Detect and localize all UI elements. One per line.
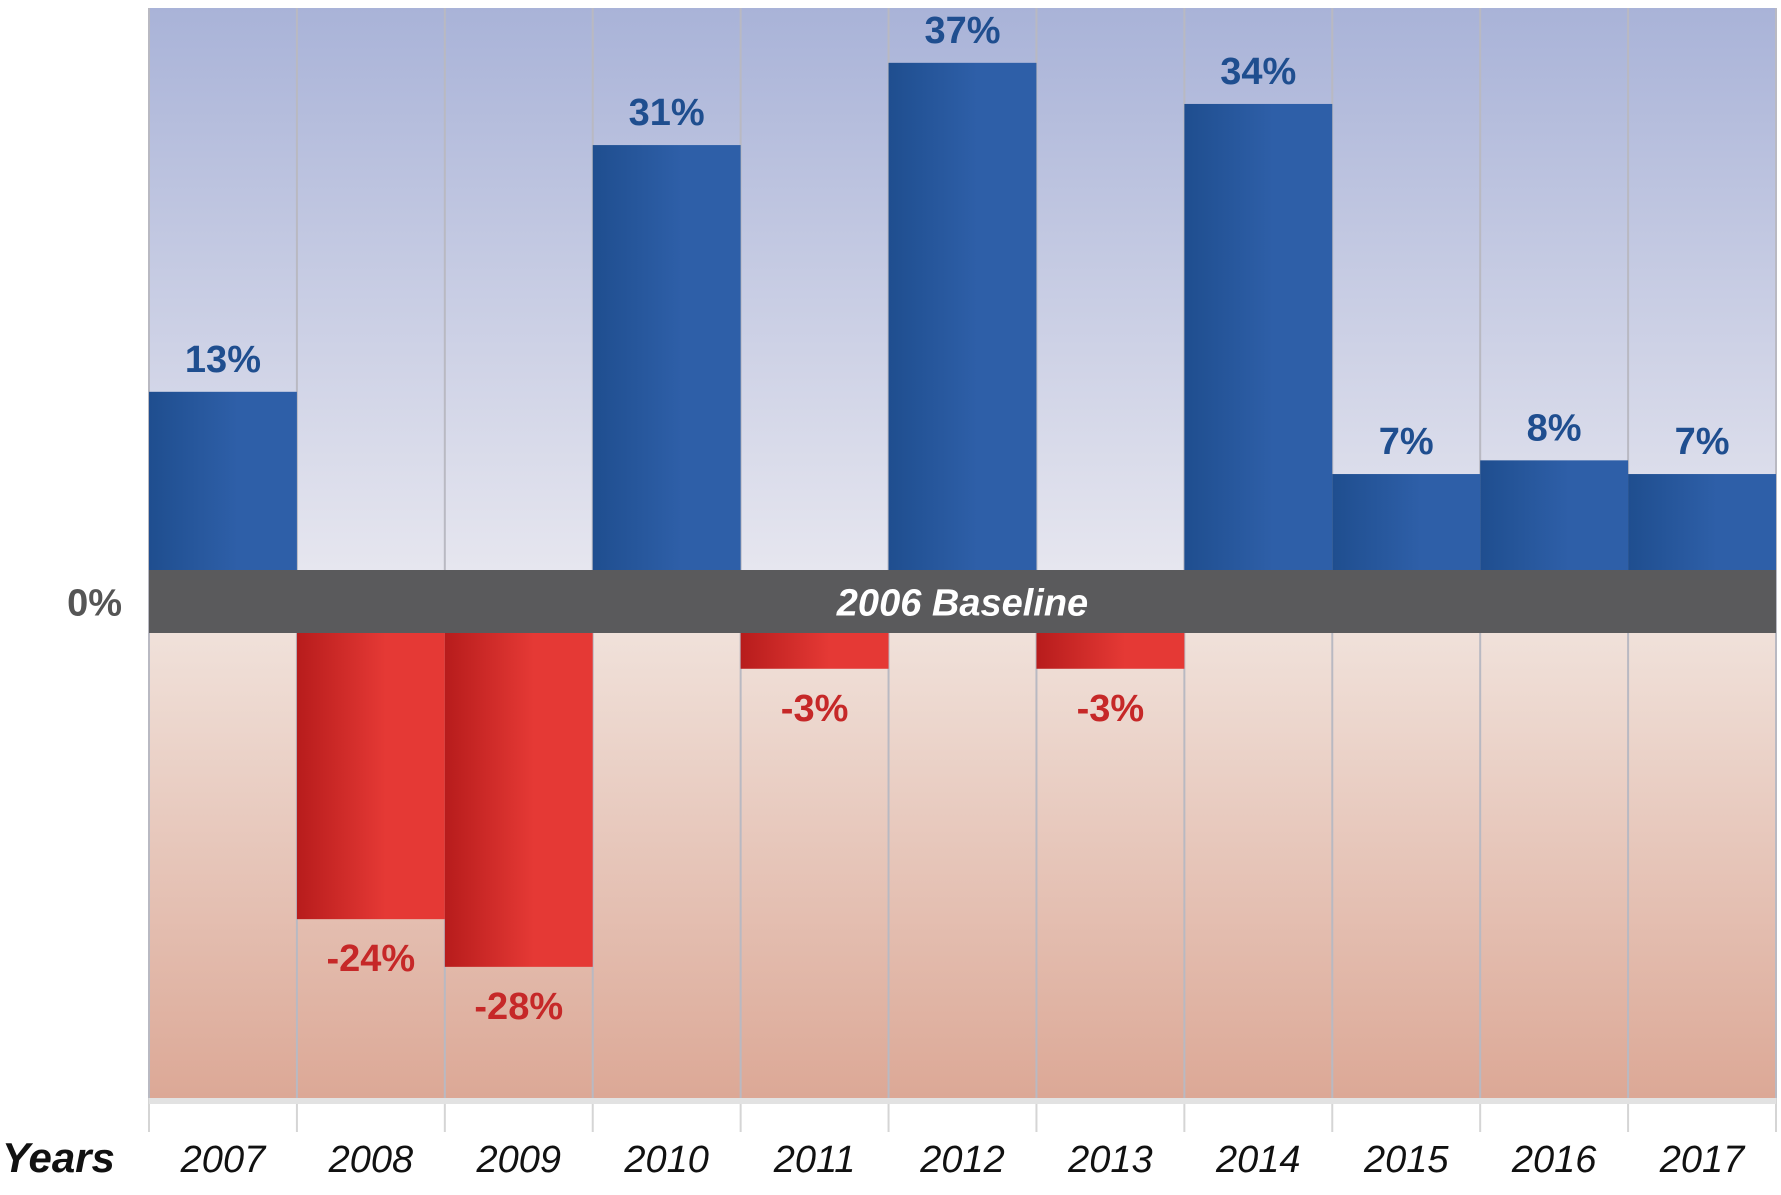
x-tick-label-2010: 2010 xyxy=(623,1139,709,1181)
x-tick-label-2017: 2017 xyxy=(1659,1139,1746,1181)
value-label-2013: -3% xyxy=(1077,688,1145,730)
value-label-2012: 37% xyxy=(924,10,1000,52)
bar-2010 xyxy=(592,145,741,570)
x-tick-label-2014: 2014 xyxy=(1215,1139,1301,1181)
value-label-2007: 13% xyxy=(185,339,261,381)
bar-2011 xyxy=(740,633,889,669)
x-tick-label-2011: 2011 xyxy=(773,1139,856,1181)
value-label-2015: 7% xyxy=(1379,421,1434,463)
x-tick-label-2007: 2007 xyxy=(180,1139,267,1181)
bar-2017 xyxy=(1628,474,1776,570)
bar-2016 xyxy=(1480,460,1629,570)
value-label-2008: -24% xyxy=(327,938,416,980)
bar-2009 xyxy=(444,633,593,967)
value-label-2010: 31% xyxy=(629,92,705,134)
x-axis-line xyxy=(149,1098,1776,1104)
value-label-2009: -28% xyxy=(474,986,563,1028)
baseline-label: 2006 Baseline xyxy=(836,583,1088,625)
bar-2013 xyxy=(1036,633,1185,669)
value-label-2014: 34% xyxy=(1220,51,1296,93)
x-tick-label-2008: 2008 xyxy=(328,1139,414,1181)
value-label-2016: 8% xyxy=(1527,407,1582,449)
bar-2014 xyxy=(1184,103,1333,570)
bar-2007 xyxy=(149,391,297,570)
value-label-2017: 7% xyxy=(1675,421,1730,463)
x-tick-label-2015: 2015 xyxy=(1363,1139,1449,1181)
zero-label: 0% xyxy=(67,583,122,625)
x-tick-label-2013: 2013 xyxy=(1067,1139,1153,1181)
bar-2015 xyxy=(1332,474,1481,570)
bar-2012 xyxy=(888,62,1037,570)
x-tick-label-2016: 2016 xyxy=(1511,1139,1597,1181)
x-tick-label-2009: 2009 xyxy=(475,1139,561,1181)
x-tick-label-2012: 2012 xyxy=(919,1139,1005,1181)
baseline-band xyxy=(149,570,1776,633)
x-axis-title: Years xyxy=(2,1134,115,1181)
bar-2008 xyxy=(296,633,445,920)
value-label-2011: -3% xyxy=(781,688,849,730)
